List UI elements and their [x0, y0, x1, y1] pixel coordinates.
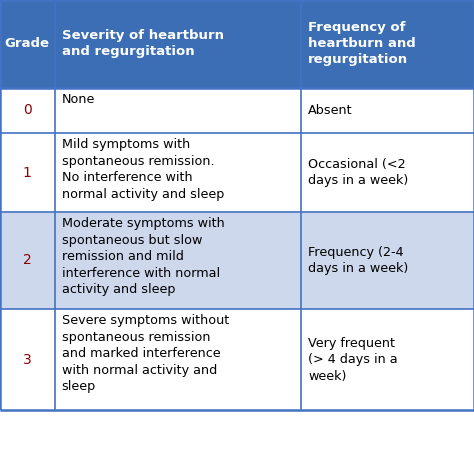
Bar — [301, 309, 474, 410]
Text: Absent: Absent — [308, 104, 353, 117]
Text: Frequency (2-4
days in a week): Frequency (2-4 days in a week) — [308, 246, 408, 275]
Bar — [301, 0, 474, 88]
Bar — [0, 212, 55, 309]
Bar — [55, 212, 301, 309]
Text: 3: 3 — [23, 353, 32, 367]
Bar — [55, 309, 301, 410]
Text: 0: 0 — [23, 103, 32, 118]
Text: Grade: Grade — [5, 37, 50, 51]
Text: Frequency of
heartburn and
regurgitation: Frequency of heartburn and regurgitation — [308, 22, 416, 66]
Bar — [301, 88, 474, 133]
Text: Occasional (<2
days in a week): Occasional (<2 days in a week) — [308, 158, 408, 187]
Bar — [0, 0, 55, 88]
Bar — [55, 88, 301, 133]
Text: Moderate symptoms with
spontaneous but slow
remission and mild
interference with: Moderate symptoms with spontaneous but s… — [62, 217, 224, 296]
Bar — [0, 309, 55, 410]
Bar — [0, 133, 55, 212]
Text: 2: 2 — [23, 253, 32, 267]
Text: 1: 1 — [23, 166, 32, 179]
Bar — [0, 88, 55, 133]
Text: Very frequent
(> 4 days in a
week): Very frequent (> 4 days in a week) — [308, 337, 398, 382]
Text: Mild symptoms with
spontaneous remission.
No interference with
normal activity a: Mild symptoms with spontaneous remission… — [62, 138, 224, 201]
Text: None: None — [62, 93, 95, 106]
Bar — [55, 133, 301, 212]
Text: Severe symptoms without
spontaneous remission
and marked interference
with norma: Severe symptoms without spontaneous remi… — [62, 314, 229, 393]
Text: Severity of heartburn
and regurgitation: Severity of heartburn and regurgitation — [62, 29, 224, 59]
Bar — [301, 133, 474, 212]
Bar — [55, 0, 301, 88]
Bar — [301, 212, 474, 309]
